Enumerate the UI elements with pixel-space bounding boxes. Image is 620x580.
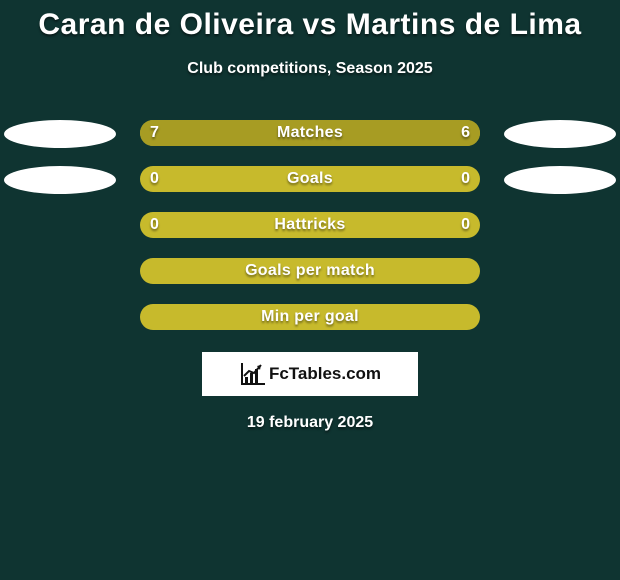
player-left-marker	[4, 120, 116, 148]
stat-value-right: 0	[461, 216, 470, 234]
stat-value-left: 7	[150, 124, 159, 142]
stat-caption: Min per goal	[261, 308, 359, 326]
stat-bar: 0 0 Goals	[140, 166, 480, 192]
stat-value-right: 0	[461, 170, 470, 188]
stat-caption: Goals per match	[245, 262, 375, 280]
player-right-marker	[504, 120, 616, 148]
comparison-row: 0 0 Goals	[0, 162, 620, 208]
comparison-row: Min per goal	[0, 300, 620, 346]
stat-bar: Min per goal	[140, 304, 480, 330]
comparison-rows: 7 6 Matches 0 0 Goals 0 0 Hattricks Goals per mat…	[0, 116, 620, 346]
player-right-marker	[504, 166, 616, 194]
comparison-row: 7 6 Matches	[0, 116, 620, 162]
chart-icon	[239, 363, 265, 385]
stat-caption: Matches	[277, 124, 343, 142]
stat-bar: 0 0 Hattricks	[140, 212, 480, 238]
stat-bar-fill-right	[324, 120, 480, 146]
stat-caption: Hattricks	[274, 216, 345, 234]
player-left-marker	[4, 166, 116, 194]
page-title: Caran de Oliveira vs Martins de Lima	[0, 0, 620, 42]
page-subtitle: Club competitions, Season 2025	[0, 60, 620, 78]
stat-value-left: 0	[150, 216, 159, 234]
footer-date: 19 february 2025	[0, 414, 620, 432]
comparison-row: 0 0 Hattricks	[0, 208, 620, 254]
stat-bar: Goals per match	[140, 258, 480, 284]
stat-value-right: 6	[461, 124, 470, 142]
source-badge: FcTables.com	[202, 352, 418, 396]
stat-caption: Goals	[287, 170, 333, 188]
badge-text: FcTables.com	[269, 364, 381, 384]
stat-bar: 7 6 Matches	[140, 120, 480, 146]
comparison-row: Goals per match	[0, 254, 620, 300]
stat-value-left: 0	[150, 170, 159, 188]
